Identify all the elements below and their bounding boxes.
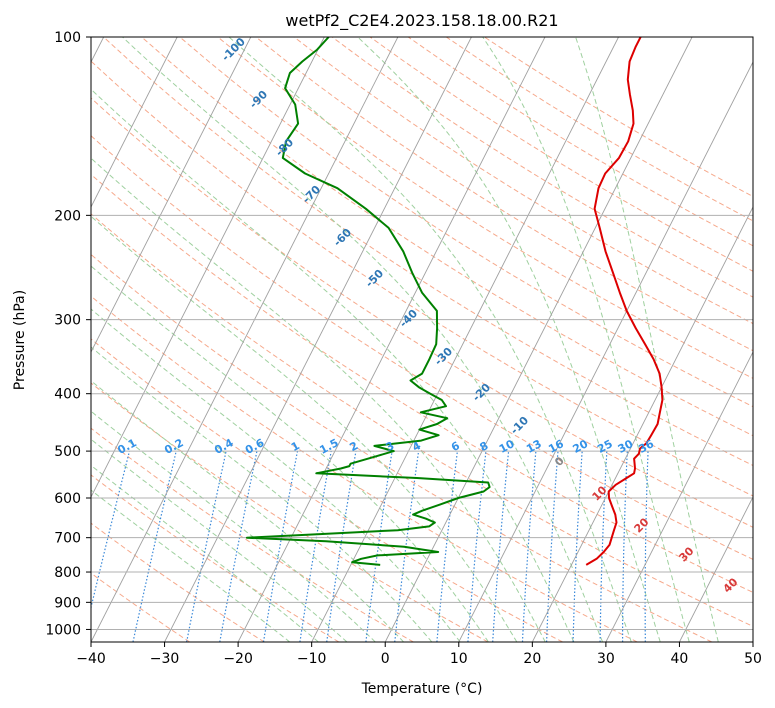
mixing-ratio-line (436, 451, 458, 642)
isotherm-line (311, 37, 619, 642)
dewpoint-profile-line (245, 37, 491, 566)
isotherm-line (91, 37, 325, 498)
moist-adiabat (482, 37, 690, 642)
isotherm-line (605, 350, 753, 642)
profile-layer (245, 37, 664, 566)
dry-adiabat (331, 37, 753, 298)
plot-background (91, 37, 753, 642)
dry-adiabat (217, 37, 753, 379)
x-tick-label: −20 (223, 651, 253, 667)
y-tick-label: 200 (54, 208, 81, 224)
mixing-ratio-line (186, 450, 227, 642)
y-tick-label: 800 (54, 565, 81, 581)
x-axis: −40 −30 −20 −10 0 10 20 30 40 50 (76, 642, 762, 667)
isotherm-line (237, 37, 546, 642)
moist-adiabat (122, 37, 603, 642)
x-tick-label: −40 (76, 651, 106, 667)
mixing-ratio-line (599, 451, 608, 642)
chart-title: wetPf2_C2E4.2023.158.18.00.R21 (285, 11, 558, 31)
x-tick-label: 10 (450, 651, 468, 667)
mixing-ratio-line (467, 451, 487, 642)
dry-adiabat (91, 97, 753, 528)
plot-frame (90, 36, 754, 643)
moist-adiabat (91, 346, 433, 642)
y-tick-label: 100 (54, 30, 81, 46)
pressure-grid (91, 37, 753, 630)
y-axis: 100 200 300 400 500 600 700 800 900 1000 (45, 30, 91, 638)
dry-adiabat (141, 37, 753, 437)
mixing-ratio-line (521, 451, 537, 642)
dry-adiabat (91, 213, 753, 628)
moist-adiabat (91, 464, 319, 642)
mixing-ratio-line (91, 450, 131, 611)
x-tick-label: 30 (597, 651, 615, 667)
y-tick-label: 900 (54, 595, 81, 611)
y-tick-label: 1000 (45, 622, 81, 638)
y-tick-label: 500 (54, 444, 81, 460)
moist-adiabat (91, 489, 291, 642)
y-tick-label: 400 (54, 387, 81, 403)
mixing-ratio-line (546, 451, 559, 642)
isotherm-line (91, 37, 399, 642)
y-tick-label: 600 (54, 491, 81, 507)
isotherm-line (458, 60, 753, 642)
dry-adiabat (91, 572, 190, 642)
mixing-ratio-label: 25 (595, 437, 615, 456)
mixing-ratio-label: 16 (546, 437, 566, 456)
moist-adiabat (228, 37, 632, 642)
moist-adiabat (91, 410, 376, 642)
x-tick-label: 50 (744, 651, 762, 667)
mixing-ratio-label: 10 (497, 437, 517, 456)
dry-adiabat (91, 382, 489, 642)
moist-adiabat (91, 438, 348, 642)
moist-adiabat (575, 37, 719, 642)
y-axis-label: Pressure (hPa) (12, 290, 28, 390)
dry-adiabat (91, 338, 563, 642)
moist-adiabat (91, 88, 575, 642)
mixing-ratio-line (572, 451, 583, 642)
mixing-ratio-label: 36 (636, 437, 656, 456)
isotherm-line (164, 37, 472, 642)
isotherm-line (531, 205, 753, 642)
isotherm-line (679, 495, 753, 642)
dry-adiabat (91, 295, 638, 642)
moist-adiabat (91, 265, 489, 642)
mixing-ratio-label: 13 (524, 437, 544, 456)
x-tick-label: 20 (523, 651, 541, 667)
mixing-ratio-label: 30 (616, 437, 636, 456)
dry-adiabat (91, 253, 713, 642)
y-tick-label: 700 (54, 531, 81, 547)
x-tick-label: −10 (297, 651, 327, 667)
dry-adiabat (91, 135, 753, 560)
x-axis-label: Temperature (°C) (361, 681, 483, 697)
temperature-profile-line (585, 37, 664, 566)
mixing-ratio-label: 20 (571, 437, 591, 456)
x-tick-label: 0 (381, 651, 390, 667)
isotherm-line (384, 37, 693, 642)
isotherm-line (752, 641, 753, 642)
isotherm-line (91, 37, 252, 353)
moist-adiabat (91, 215, 518, 642)
y-tick-label: 300 (54, 313, 81, 329)
moist-adiabat (91, 380, 404, 642)
mixing-ratio-line (621, 451, 628, 642)
dry-adiabat (179, 37, 753, 408)
x-tick-label: −30 (150, 651, 180, 667)
x-tick-label: 40 (671, 651, 689, 667)
isotherm-line (91, 37, 178, 208)
